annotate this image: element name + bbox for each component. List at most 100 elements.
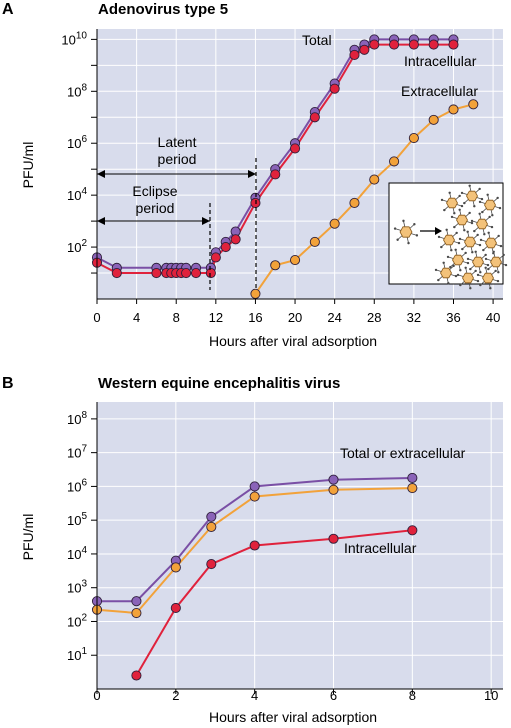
data-point-extra (408, 132, 419, 144)
eclipse-arrow-left-head (97, 217, 105, 225)
latent-period-label-line2: period (158, 151, 197, 167)
data-point-extra (289, 255, 301, 266)
data-point-extra (309, 236, 320, 247)
latent-arrow-right-head (248, 170, 256, 178)
panel-b-plot-area (97, 402, 503, 689)
virion-icon (478, 193, 502, 217)
data-point-intra (369, 39, 380, 50)
panel-b: B Western equine encephalitis virus 0 2 4 6… (2, 375, 503, 725)
virion-icon (456, 266, 480, 290)
x-tick-label: 10 (484, 688, 498, 703)
virus-release-inset (388, 182, 508, 290)
y-tick-label: 102 (67, 612, 87, 629)
data-point-extra (170, 562, 181, 573)
y-tick-label: 106 (67, 134, 87, 151)
x-tick-label: 24 (327, 310, 341, 325)
y-tick-label: 105 (67, 511, 87, 528)
virion-icon (393, 219, 419, 245)
x-tick-label: 20 (288, 310, 302, 325)
panel-b-letter: B (2, 375, 14, 392)
data-point-intra (206, 559, 217, 570)
panel-b-label-total-or-extracellular: Total or extracellular (340, 445, 466, 461)
data-point-intra (428, 39, 439, 50)
panel-a-title: Adenovirus type 5 (98, 1, 228, 18)
data-point-intra (389, 39, 400, 50)
panel-a-x-axis-label: Hours after viral adsorption (209, 333, 377, 349)
virion-icon (446, 248, 470, 272)
data-point-intra (270, 169, 281, 180)
data-point-extra (328, 484, 339, 495)
y-tick-label: 106 (67, 477, 87, 494)
panel-a-label-intracellular: Intracellular (404, 53, 477, 69)
virion-icon (476, 266, 500, 290)
x-tick-label: 40 (486, 310, 500, 325)
x-tick-label: 8 (409, 688, 416, 703)
panel-b-plot: 0 2 4 6 8 10 101 102 103 104 105 106 107 108 (67, 402, 503, 703)
panel-b-axes (91, 402, 503, 694)
eclipse-period-label-line2: period (136, 200, 175, 216)
y-tick-label: 1010 (61, 30, 87, 47)
y-tick-label: 103 (67, 579, 87, 596)
virion-icon (440, 191, 464, 215)
panel-a-y-ticks: 102 104 106 108 1010 (61, 30, 87, 255)
panel-b-y-axis-label: PFU/ml (20, 514, 36, 561)
panel-b-label-intracellular: Intracellular (344, 540, 417, 556)
data-point-intra (210, 252, 221, 263)
data-point-intra (190, 267, 202, 279)
y-tick-label: 102 (67, 238, 87, 255)
x-tick-label: 6 (330, 688, 337, 703)
panel-b-grid (97, 402, 503, 689)
panel-b-x-axis-label: Hours after viral adsorption (209, 709, 377, 725)
latent-arrow-left-head (97, 170, 105, 178)
data-point-extra (270, 260, 281, 271)
data-point-extra (428, 114, 439, 125)
data-point-extra (349, 197, 360, 208)
data-point-total (407, 472, 418, 484)
data-point-total (131, 596, 142, 607)
data-point-intra (131, 670, 142, 681)
data-point-extra (389, 156, 400, 167)
data-point-extra (250, 288, 261, 299)
x-tick-label: 36 (446, 310, 460, 325)
x-tick-label: 0 (93, 688, 100, 703)
data-point-extra (131, 607, 142, 619)
panel-a-y-axis-label: PFU/ml (20, 142, 36, 189)
x-tick-label: 4 (133, 310, 140, 325)
y-tick-label: 104 (67, 545, 87, 562)
data-point-intra (309, 112, 320, 123)
data-point-intra (407, 525, 418, 536)
x-tick-label: 0 (93, 310, 100, 325)
data-point-intra (220, 242, 231, 253)
virion-icon (466, 250, 490, 274)
panel-a-series-markers (91, 34, 479, 299)
data-point-extra (407, 483, 418, 494)
virion-icon (437, 228, 461, 252)
data-point-extra (249, 491, 260, 502)
eclipse-period-label-line1: Eclipse (132, 183, 177, 199)
data-point-total (328, 474, 339, 485)
panel-b-x-ticks: 0 2 4 6 8 10 (93, 688, 498, 703)
virion-icon (450, 208, 474, 232)
data-point-intra (249, 540, 260, 551)
data-point-total (249, 481, 260, 492)
data-point-intra (448, 39, 459, 50)
data-point-extra (369, 174, 380, 185)
x-tick-label: 16 (248, 310, 262, 325)
data-point-intra (181, 267, 192, 279)
panel-a-letter: A (2, 1, 14, 18)
data-point-intra (205, 267, 216, 279)
data-point-intra (359, 44, 370, 55)
virion-icon (458, 230, 482, 254)
data-point-extra (206, 521, 217, 532)
inset-virions (393, 184, 508, 290)
data-point-intra (329, 83, 340, 94)
data-point-intra (349, 49, 360, 61)
series-line-intra (135, 529, 413, 677)
panel-a-label-total: Total (302, 32, 332, 48)
panel-a: A Adenovirus type 5 0 4 8 12 16 20 24 28 32 36 40 … (2, 1, 508, 349)
y-tick-label: 104 (67, 186, 87, 203)
panel-a-x-ticks: 0 4 8 12 16 20 24 28 32 36 40 (93, 310, 500, 325)
data-point-intra (289, 143, 301, 154)
x-tick-label: 8 (173, 310, 180, 325)
